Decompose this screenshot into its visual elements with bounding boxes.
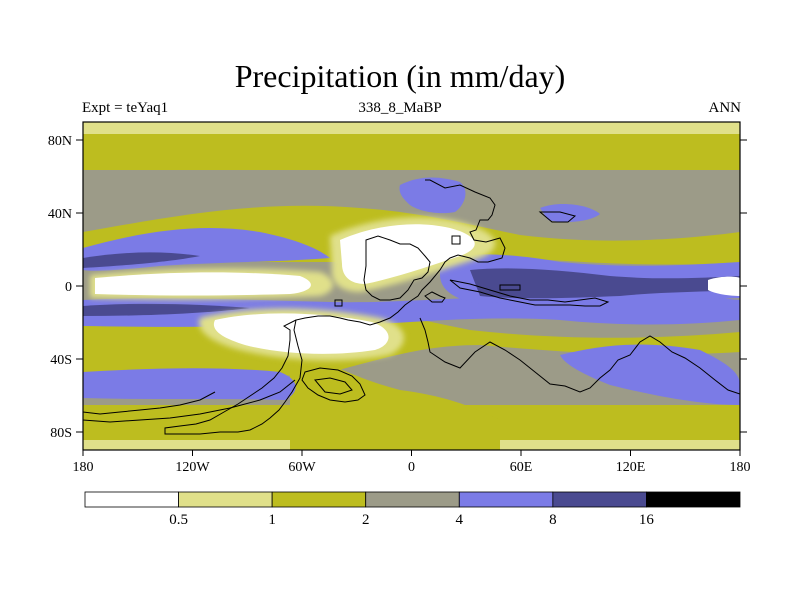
lat-tick-marks [76, 139, 747, 433]
lon-label: 60W [288, 460, 316, 475]
lon-label: 180 [73, 460, 94, 475]
colorbar-swatch [365, 491, 460, 508]
colorbar-label: 2 [362, 512, 370, 528]
lat-label: 0 [65, 280, 72, 295]
continent-outlines [83, 179, 740, 435]
lat-label: 40S [50, 353, 72, 368]
lat-label: 40N [48, 207, 72, 222]
colorbar-swatch [178, 491, 273, 508]
precip-field [83, 122, 740, 450]
colorbar-label: 4 [456, 512, 464, 528]
colorbar-label: 1 [268, 512, 276, 528]
lon-tick-marks [82, 450, 741, 456]
colorbar-label: 16 [639, 512, 655, 528]
lon-label: 0 [408, 460, 415, 475]
experiment-label: Expt = teYaq1 [82, 100, 169, 116]
colorbar-swatch [271, 491, 367, 508]
lat-label: 80N [48, 134, 72, 149]
colorbar: 0.5 1 2 4 8 16 [84, 491, 741, 528]
time-label: 338_8_MaBP [358, 100, 442, 116]
colorbar-swatch [458, 491, 554, 508]
lon-label: 60E [510, 460, 533, 475]
colorbar-swatch [84, 491, 179, 508]
plot-title: Precipitation (in mm/day) [234, 58, 566, 94]
colorbar-label: 0.5 [169, 512, 188, 528]
colorbar-swatch [646, 491, 741, 508]
lat-label: 80S [50, 426, 72, 441]
lon-label: 180 [730, 460, 751, 475]
lon-label: 120E [616, 460, 646, 475]
lon-label: 120W [175, 460, 210, 475]
season-label: ANN [708, 100, 742, 116]
colorbar-label: 8 [549, 512, 557, 528]
colorbar-swatch [552, 491, 647, 508]
